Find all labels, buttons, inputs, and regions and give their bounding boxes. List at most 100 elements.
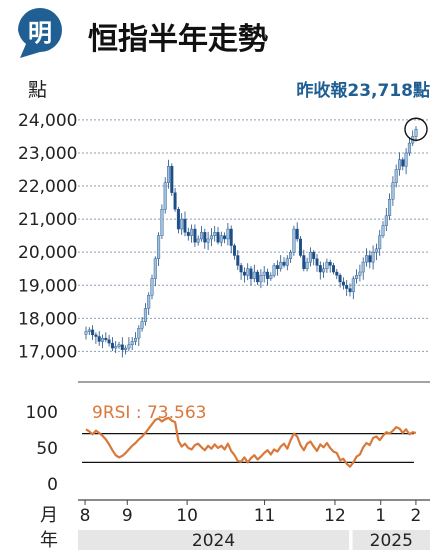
candle-body	[335, 271, 339, 276]
candle-body	[351, 278, 355, 293]
rsi-y-ticks: 100 50 0	[26, 403, 58, 495]
candle-body	[332, 265, 336, 273]
month-tick-label: 11	[254, 506, 276, 526]
candle-body	[206, 238, 210, 243]
candle-body	[391, 182, 395, 200]
candle-body	[345, 285, 349, 289]
candle-body	[256, 271, 260, 283]
candle-body	[371, 251, 375, 263]
candle-body	[285, 258, 289, 266]
candle-body	[97, 336, 101, 342]
candle-body	[305, 261, 309, 269]
candle-body	[398, 159, 402, 170]
candle-body	[246, 268, 250, 276]
candle-body	[315, 258, 319, 266]
candle-body	[176, 208, 180, 230]
month-tick-label: 1	[375, 506, 386, 526]
candle-body	[173, 192, 177, 210]
price-y-tick-label: 17,000	[18, 342, 77, 362]
candle-body	[269, 275, 273, 279]
candle-body	[209, 235, 213, 240]
candle-body	[249, 268, 253, 279]
last-close-annotation: 昨收報23,718點	[296, 80, 430, 101]
price-y-tick-label: 19,000	[18, 276, 77, 296]
candle-body	[114, 346, 118, 349]
candle-body	[153, 258, 157, 279]
month-tick-label: 12	[324, 506, 346, 526]
candle-body	[193, 228, 197, 243]
candle-body	[147, 294, 151, 309]
candle-body	[150, 278, 154, 296]
candle-body	[183, 218, 187, 233]
candle-body	[365, 255, 369, 263]
candle-body	[229, 228, 233, 246]
candle-body	[381, 225, 385, 236]
candle-body	[87, 329, 91, 332]
year-band	[352, 530, 430, 550]
candle-body	[219, 235, 223, 243]
candle-body	[318, 265, 322, 273]
candle-body	[262, 271, 266, 276]
month-tick-label: 9	[122, 506, 133, 526]
candle-body	[328, 261, 332, 266]
header: 明 恒指半年走勢	[18, 8, 268, 58]
candle-body	[124, 347, 128, 350]
year-bands: 2024 2025	[78, 530, 430, 551]
candle-body	[232, 245, 236, 256]
rsi-series-line	[85, 416, 417, 468]
candle-body	[289, 251, 293, 259]
rsi-y-tick-label: 50	[36, 439, 58, 459]
month-tick-label: 2	[411, 506, 422, 526]
candle-body	[299, 238, 303, 256]
candle-body	[143, 308, 147, 322]
candle-body	[348, 288, 352, 293]
price-y-tick-label: 22,000	[18, 177, 77, 197]
candle-body	[282, 261, 286, 266]
candle-body	[368, 255, 372, 263]
candle-body	[358, 271, 362, 276]
candle-body	[401, 159, 405, 167]
candle-body	[216, 232, 220, 243]
candle-body	[110, 342, 114, 349]
month-axis-label: 月	[40, 505, 58, 526]
candle-body	[279, 261, 283, 269]
rsi-reference-lines	[82, 433, 414, 463]
candle-body	[355, 275, 359, 279]
candle-body	[127, 344, 131, 349]
candle-body	[157, 235, 161, 260]
candle-body	[94, 334, 98, 337]
month-ticks: 8 9 10 11 12 1 2	[80, 500, 422, 526]
price-y-tick-label: 23,000	[18, 144, 77, 164]
last-close-marker	[404, 117, 428, 141]
candle-body	[170, 166, 174, 193]
candle-body	[295, 228, 299, 240]
candle-body	[130, 341, 134, 345]
year-axis-label: 年	[40, 530, 58, 551]
candle-body	[374, 248, 378, 253]
price-y-ticks: 24,000 23,000 22,000 21,000 20,000 19,000 18,0…	[18, 111, 77, 362]
candle-body	[312, 251, 316, 259]
month-tick-label: 10	[176, 506, 198, 526]
candle-body	[166, 166, 170, 183]
price-grid	[78, 119, 430, 352]
candle-body	[259, 275, 263, 283]
candle-body	[223, 235, 227, 240]
candle-body	[266, 271, 270, 279]
candle-body	[140, 321, 144, 329]
candle-body	[120, 344, 124, 350]
price-y-tick-label: 18,000	[18, 309, 77, 329]
candle-body	[186, 232, 190, 236]
candle-body	[236, 255, 240, 266]
candle-body	[388, 199, 392, 217]
price-y-tick-label: 21,000	[18, 210, 77, 230]
candle-body	[272, 265, 276, 276]
candle-body	[252, 271, 256, 279]
candle-body	[394, 169, 398, 183]
candle-body	[308, 251, 312, 263]
rsi-y-tick-label: 0	[47, 475, 58, 495]
candle-body	[361, 261, 365, 273]
candle-body	[226, 228, 230, 240]
candle-body	[341, 281, 345, 286]
price-y-tick-label: 20,000	[18, 243, 77, 263]
candle-body	[213, 232, 217, 236]
